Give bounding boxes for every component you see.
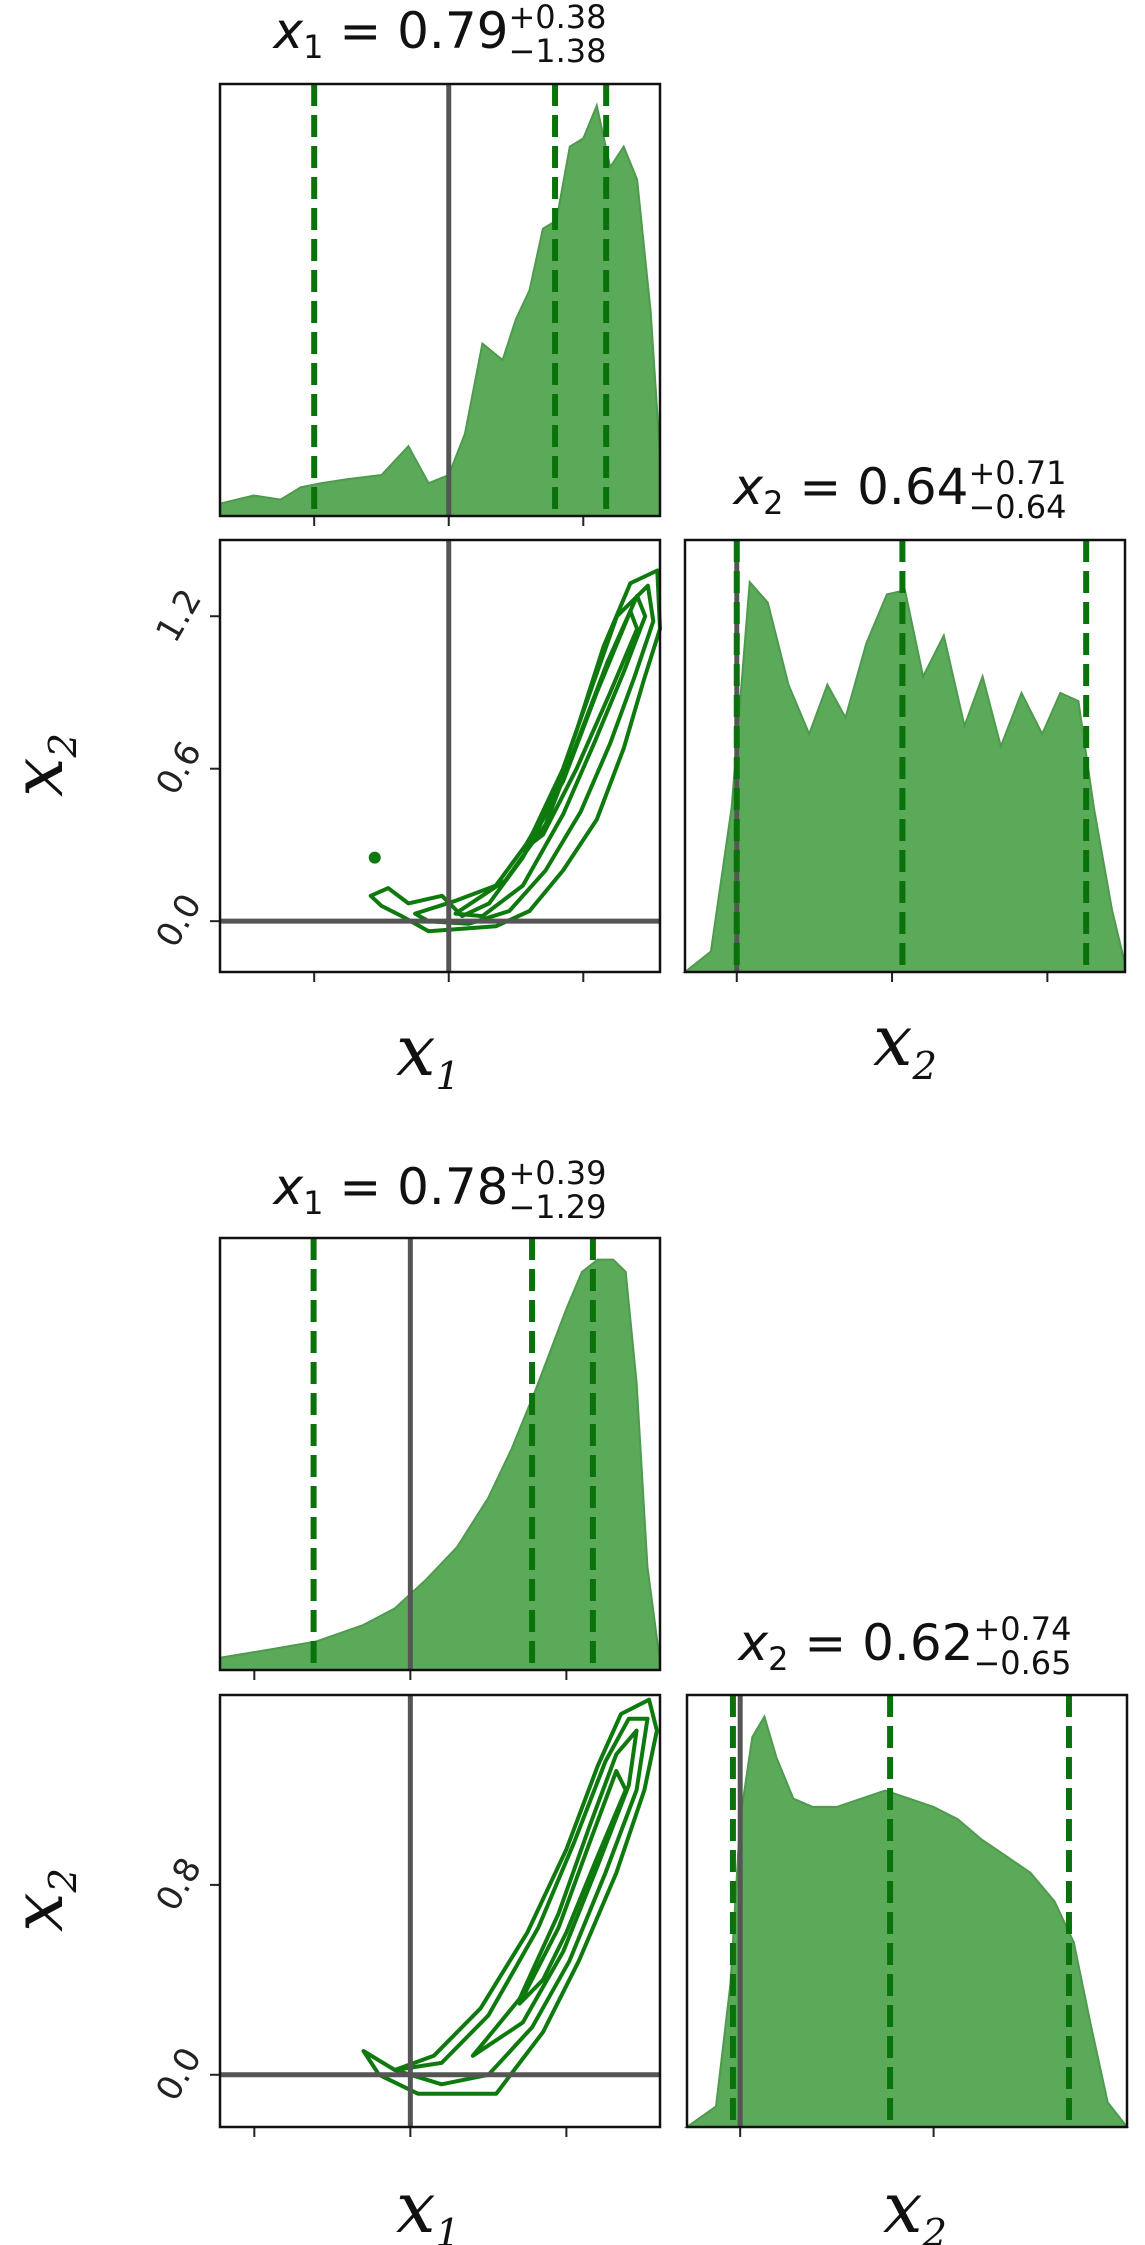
corner-plot-1-joint-ytick-label-0: 0.0 [148, 887, 210, 954]
corner-plot-2-x1-title-text: x1 = 0.78+0.39 [271, 1154, 606, 1222]
corner-plot-1-joint-frame [218, 538, 662, 974]
corner-plot-1-xlabel-x1: x1 [396, 1010, 460, 1099]
corner-plot-2-joint-contour-2 [470, 1728, 639, 2058]
corner-plot-1-joint-contour-1 [413, 583, 656, 926]
corner-plot-1-joint-contour-2 [453, 593, 648, 919]
corner-plot-2-x2-title: x2 = 0.62+0.74−0.65 [736, 1610, 1071, 1682]
corner-plot-1-x2-marginal [682, 538, 1127, 982]
corner-plot-1-x1-marginal-density [219, 102, 661, 517]
corner-plot-1-x2-title-text: x2 = 0.64+0.71 [731, 454, 1066, 522]
corner-plot-2-x1-marginal [218, 1236, 662, 1680]
corner-plot-2-x2-marginal [683, 1693, 1130, 2137]
corner-plot-2-x1-marginal-frame [218, 1236, 662, 1672]
corner-plot-2-x2-marginal-frame [685, 1693, 1129, 2129]
corner-plot-2-xlabel-x2: x2 [883, 2167, 947, 2245]
corner-plot-1-joint-ytick-label-2: 1.2 [148, 582, 210, 649]
corner-plot-1-xlabel-x2: x2 [873, 1000, 937, 1089]
corner-plot-1-joint: 0.0 0.6 1.2 [148, 538, 662, 982]
corner-plot-2-x2-marginal-density [683, 1714, 1130, 2128]
corner-plot-2-ylabel: x2 [0, 1868, 86, 1932]
corner-plot-1-x2-marginal-frame [683, 538, 1127, 974]
corner-plot-2-joint-contour-3 [517, 1769, 628, 2006]
corner-plot-1-x2-title-minus: −0.64 [968, 488, 1066, 526]
corner-plot-1-joint-contour-0 [368, 568, 662, 934]
corner-plot-2-x1-marginal-density [219, 1258, 661, 1671]
corner-plot-2-x1-title-minus: −1.29 [508, 1188, 606, 1226]
corner-plot-1-joint-contour-3 [520, 609, 640, 852]
corner-plot-2: x1 = 0.78+0.39−1.29 x2 = 0.62+0.74−0.65 0.… [0, 1154, 1130, 2245]
corner-plot-1-x1-title-text: x1 = 0.79+0.38 [271, 0, 606, 66]
corner-plot-1-x1-title-minus: −1.38 [508, 32, 606, 70]
corner-plot-2-joint-ytick-label-0: 0.0 [148, 2041, 210, 2108]
corner-plot-2-joint-frame [218, 1693, 662, 2129]
corner-plot-2-joint: 0.0 0.8 [148, 1693, 662, 2137]
corner-plot-2-x2-title-minus: −0.65 [973, 1644, 1071, 1682]
corner-plot-1-x1-marginal-frame [218, 82, 662, 518]
corner-plot-1-x1-title: x1 = 0.79+0.38−1.38 [271, 0, 606, 70]
corner-plot-2-joint-ytick-label-1: 0.8 [148, 1851, 210, 1918]
corner-plot-2-x2-title-text: x2 = 0.62+0.74 [736, 1610, 1071, 1678]
corner-plot-1: x1 = 0.79+0.38−1.38 x2 = 0.64+0.71−0.64 0.… [0, 0, 1127, 1099]
corner-plot-2-xlabel-x1: x1 [396, 2167, 460, 2245]
corner-plot-1-x1-marginal [218, 82, 662, 526]
corner-plot-2-x1-title: x1 = 0.78+0.39−1.29 [271, 1154, 606, 1226]
corner-plot-1-joint-ytick-label-1: 0.6 [148, 735, 210, 802]
corner-plot-1-ylabel: x2 [0, 733, 86, 797]
corner-plot-1-joint-contour-dot [368, 851, 381, 864]
corner-plot-2-joint-contour-0 [361, 1697, 659, 2096]
corner-plot-1-x2-title: x2 = 0.64+0.71−0.64 [731, 454, 1066, 526]
corner-plot-2-joint-contour-1 [392, 1716, 650, 2087]
